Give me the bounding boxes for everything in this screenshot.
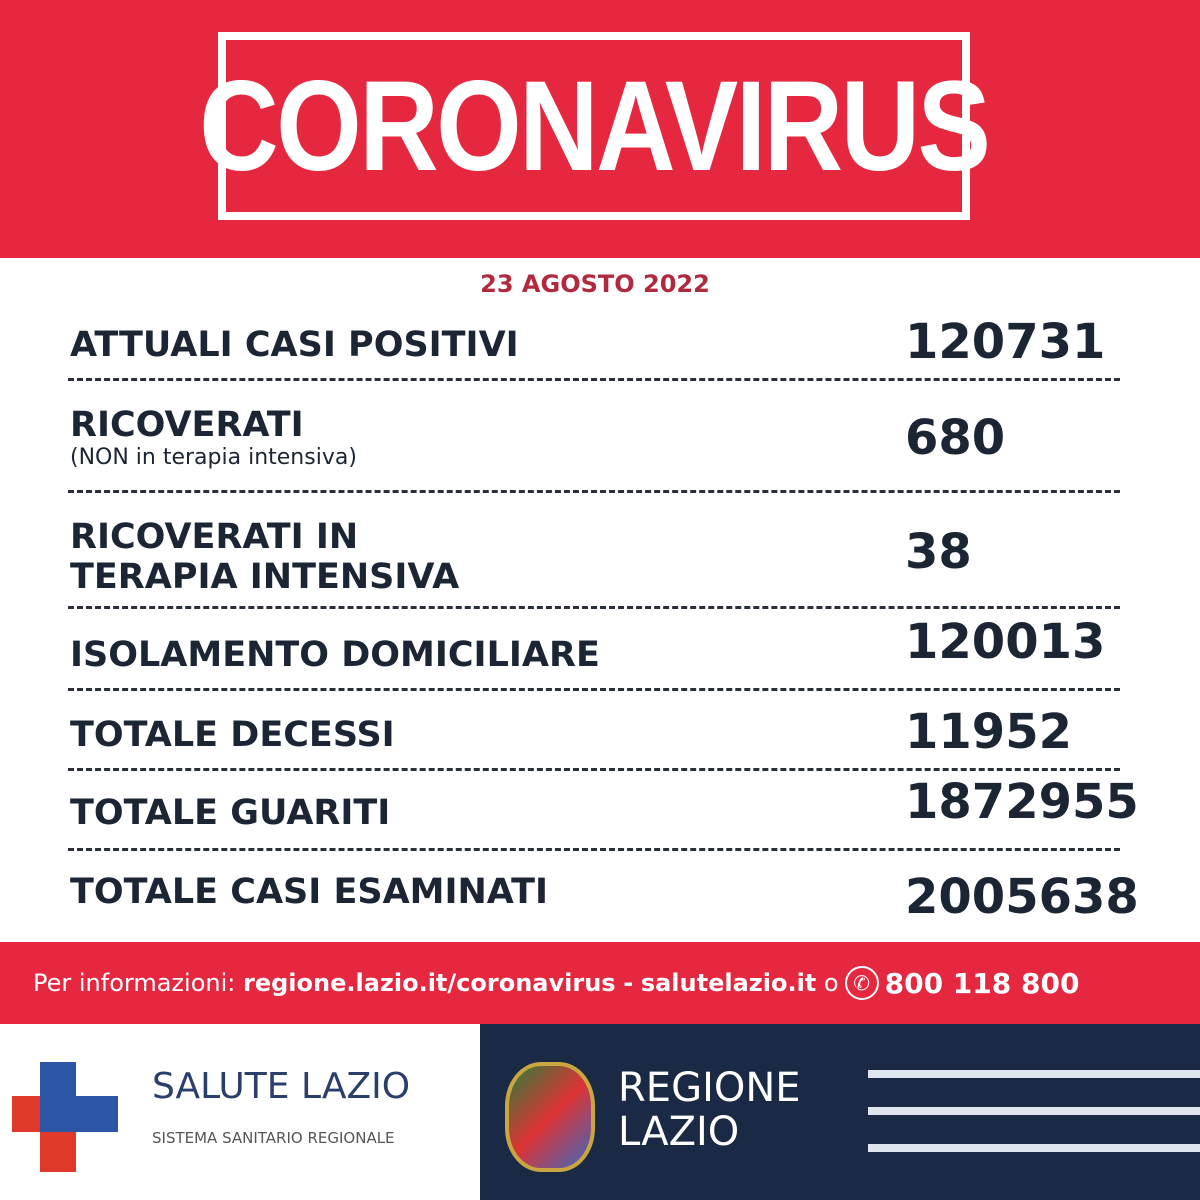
row-value-guariti: 1872955 [905, 774, 1139, 830]
ricoverati-sublabel: (NON in terapia intensiva) [70, 445, 357, 470]
salute-lazio-subtitle: SISTEMA SANITARIO REGIONALE [152, 1129, 395, 1147]
row-value-ricoverati: 680 [905, 410, 1006, 466]
row-label-guariti: TOTALE GUARITI [70, 793, 391, 833]
row-label-ricoverati: RICOVERATI (NON in terapia intensiva) [70, 405, 357, 471]
cross-logo-red-left [12, 1096, 40, 1132]
separator: - [623, 969, 634, 997]
decorative-stripe [868, 1107, 1200, 1115]
cross-logo-red-bottom [40, 1132, 76, 1172]
phone-number[interactable]: 800 118 800 [884, 966, 1080, 1000]
divider [68, 490, 1120, 493]
row-value-casi-esaminati: 2005638 [905, 869, 1139, 925]
salute-lazio-title: SALUTE LAZIO [152, 1066, 411, 1107]
decorative-stripe [868, 1144, 1200, 1152]
row-value-positivi: 120731 [905, 314, 1106, 370]
page-title: CORONAVIRUS [199, 54, 991, 198]
ricoverati-title: RICOVERATI [70, 405, 304, 445]
row-label-isolamento: ISOLAMENTO DOMICILIARE [70, 635, 600, 675]
divider [68, 378, 1120, 381]
regione-line-1: REGIONE [618, 1065, 801, 1111]
phone-icon: ✆ [844, 966, 879, 1000]
or-text: o [823, 969, 839, 997]
title-box: CORONAVIRUS [199, 32, 991, 220]
divider [68, 688, 1120, 691]
decorative-stripe [868, 1070, 1200, 1078]
header-banner: CORONAVIRUS [0, 0, 1200, 258]
regione-lazio-title: REGIONE LAZIO [618, 1066, 801, 1154]
label-line-2: TERAPIA INTENSIVA [70, 557, 460, 597]
link-salutelazio[interactable]: salutelazio.it [640, 969, 817, 997]
row-label-decessi: TOTALE DECESSI [70, 715, 395, 755]
regione-emblem-icon [505, 1062, 595, 1172]
divider [68, 606, 1120, 609]
row-value-decessi: 11952 [905, 704, 1072, 760]
regione-line-2: LAZIO [618, 1109, 740, 1155]
row-value-isolamento: 120013 [905, 614, 1106, 670]
info-bar: Per informazioni: regione.lazio.it/coron… [0, 942, 1200, 1024]
link-regione[interactable]: regione.lazio.it/coronavirus [242, 969, 616, 997]
row-value-terapia-intensiva: 38 [905, 524, 972, 580]
label-line-1: RICOVERATI IN [70, 517, 359, 557]
divider [68, 768, 1120, 771]
row-label-positivi: ATTUALI CASI POSITIVI [70, 325, 519, 365]
divider [68, 848, 1120, 851]
info-prefix: Per informazioni: [33, 969, 236, 997]
row-label-terapia-intensiva: RICOVERATI IN TERAPIA INTENSIVA [70, 517, 459, 597]
report-date: 23 AGOSTO 2022 [480, 270, 710, 298]
row-label-casi-esaminati: TOTALE CASI ESAMINATI [70, 872, 549, 912]
